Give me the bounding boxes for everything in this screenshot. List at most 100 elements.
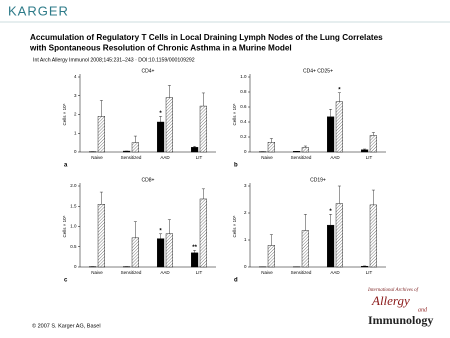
y-tick-label: 0 — [244, 264, 247, 269]
bar — [301, 147, 310, 153]
y-tick-label: 4 — [74, 74, 77, 79]
bar — [199, 198, 208, 268]
x-tick-label: AAD — [330, 155, 340, 160]
bar — [156, 121, 165, 153]
error-bar — [337, 185, 341, 204]
x-tick-label: LIT — [366, 270, 373, 275]
y-tick-label: 0.4 — [240, 119, 247, 124]
significance-mark: * — [159, 228, 162, 234]
bar — [327, 116, 335, 153]
panel-label: c — [64, 278, 68, 284]
y-tick-label: 3 — [244, 183, 247, 188]
journal-line: International Archives of — [367, 288, 419, 293]
x-tick-label: Naive — [91, 155, 103, 160]
bar — [369, 204, 378, 268]
significance-mark: * — [338, 87, 341, 93]
chart-panel: CD8+ Cells × 10⁵ c 0 0.5 1.0 1.5 2.0 Naive Sensit… — [62, 177, 216, 284]
bar — [131, 237, 140, 268]
error-bar — [329, 214, 333, 226]
y-tick-label: 1 — [74, 130, 77, 135]
error-bar — [159, 233, 163, 239]
y-axis-label: Cells × 10⁵ — [62, 103, 67, 125]
error-bar — [363, 148, 367, 150]
bar — [361, 265, 369, 268]
x-tick-label: AAD — [160, 155, 170, 160]
bar — [301, 230, 310, 268]
significance-mark: * — [329, 209, 332, 215]
error-bar — [269, 234, 273, 246]
bar — [327, 224, 335, 268]
bar — [199, 105, 208, 153]
error-bar — [303, 145, 307, 148]
brand: KARGER — [8, 3, 69, 18]
error-bar — [133, 221, 137, 238]
bar — [190, 252, 199, 268]
error-bar — [269, 138, 273, 143]
error-bar — [167, 219, 171, 234]
journal-line: Allergy — [371, 293, 410, 308]
error-bar — [201, 92, 205, 107]
chart-title: CD19+ — [310, 177, 326, 183]
bar — [267, 142, 276, 153]
bar — [335, 101, 344, 153]
x-tick-label: Naive — [261, 155, 273, 160]
x-tick-label: AAD — [160, 270, 170, 275]
y-tick-label: 2 — [244, 210, 247, 215]
y-tick-label: 1.5 — [70, 203, 77, 208]
y-tick-label: 1.0 — [70, 224, 77, 229]
journal-line: Immunology — [368, 313, 433, 327]
error-bar — [337, 92, 341, 102]
x-tick-label: Sensitized — [291, 155, 312, 160]
bar — [335, 203, 344, 268]
title-line: with Spontaneous Resolution of Chronic A… — [29, 44, 292, 53]
error-bar — [329, 109, 333, 117]
y-tick-label: 0 — [74, 264, 77, 269]
significance-mark: * — [159, 111, 162, 117]
chart-panel: CD4+ Cells × 10⁵ a 0 1 2 3 4 Naive Sensitized AAD L… — [62, 68, 216, 169]
y-tick-label: 2.0 — [70, 183, 77, 188]
y-tick-label: 1 — [244, 237, 247, 242]
error-bar — [303, 214, 307, 231]
x-tick-label: Sensitized — [121, 270, 142, 275]
y-tick-label: 1.0 — [240, 74, 247, 79]
error-bar — [371, 132, 375, 136]
error-bar — [133, 135, 137, 143]
bar — [361, 149, 369, 153]
x-tick-label: AAD — [330, 270, 340, 275]
x-tick-label: Naive — [91, 270, 103, 275]
y-tick-label: 0.6 — [240, 104, 247, 109]
bar — [131, 142, 140, 153]
x-tick-label: LIT — [366, 155, 373, 160]
bar — [97, 204, 106, 268]
journal-logo: International Archives of Allergy and Im… — [367, 288, 433, 327]
error-bar — [193, 250, 197, 253]
bar — [165, 97, 174, 153]
y-tick-label: 0.5 — [70, 244, 77, 249]
chart-title: CD4+ CD25+ — [303, 68, 333, 74]
chart-panel: CD19+ Cells × 10⁵ d 0 1 2 3 Naive Sensitized AAD L… — [232, 177, 386, 284]
y-tick-label: 2 — [74, 112, 77, 117]
error-bar — [193, 146, 197, 148]
error-bar — [167, 85, 171, 98]
panel-label: d — [234, 278, 238, 284]
x-tick-label: LIT — [196, 155, 203, 160]
significance-mark: ** — [192, 245, 197, 251]
bar — [190, 147, 199, 153]
bar — [369, 135, 378, 153]
bar — [97, 116, 106, 153]
error-bar — [159, 116, 163, 122]
y-tick-label: 3 — [74, 93, 77, 98]
x-tick-label: Sensitized — [121, 155, 142, 160]
bar — [165, 233, 174, 268]
title-line: Accumulation of Regulatory T Cells in Lo… — [30, 33, 383, 42]
error-bar — [201, 188, 205, 199]
error-bar — [371, 189, 375, 205]
error-bar — [99, 191, 103, 205]
chart-title: CD4+ — [142, 68, 155, 74]
copyright: © 2007 S. Karger AG, Basel — [32, 322, 101, 329]
chart-title: CD8+ — [142, 177, 155, 183]
citation: Int Arch Allergy Immunol 2008;145:231–24… — [33, 57, 195, 63]
journal-line: and — [418, 307, 428, 313]
bar — [156, 238, 165, 268]
